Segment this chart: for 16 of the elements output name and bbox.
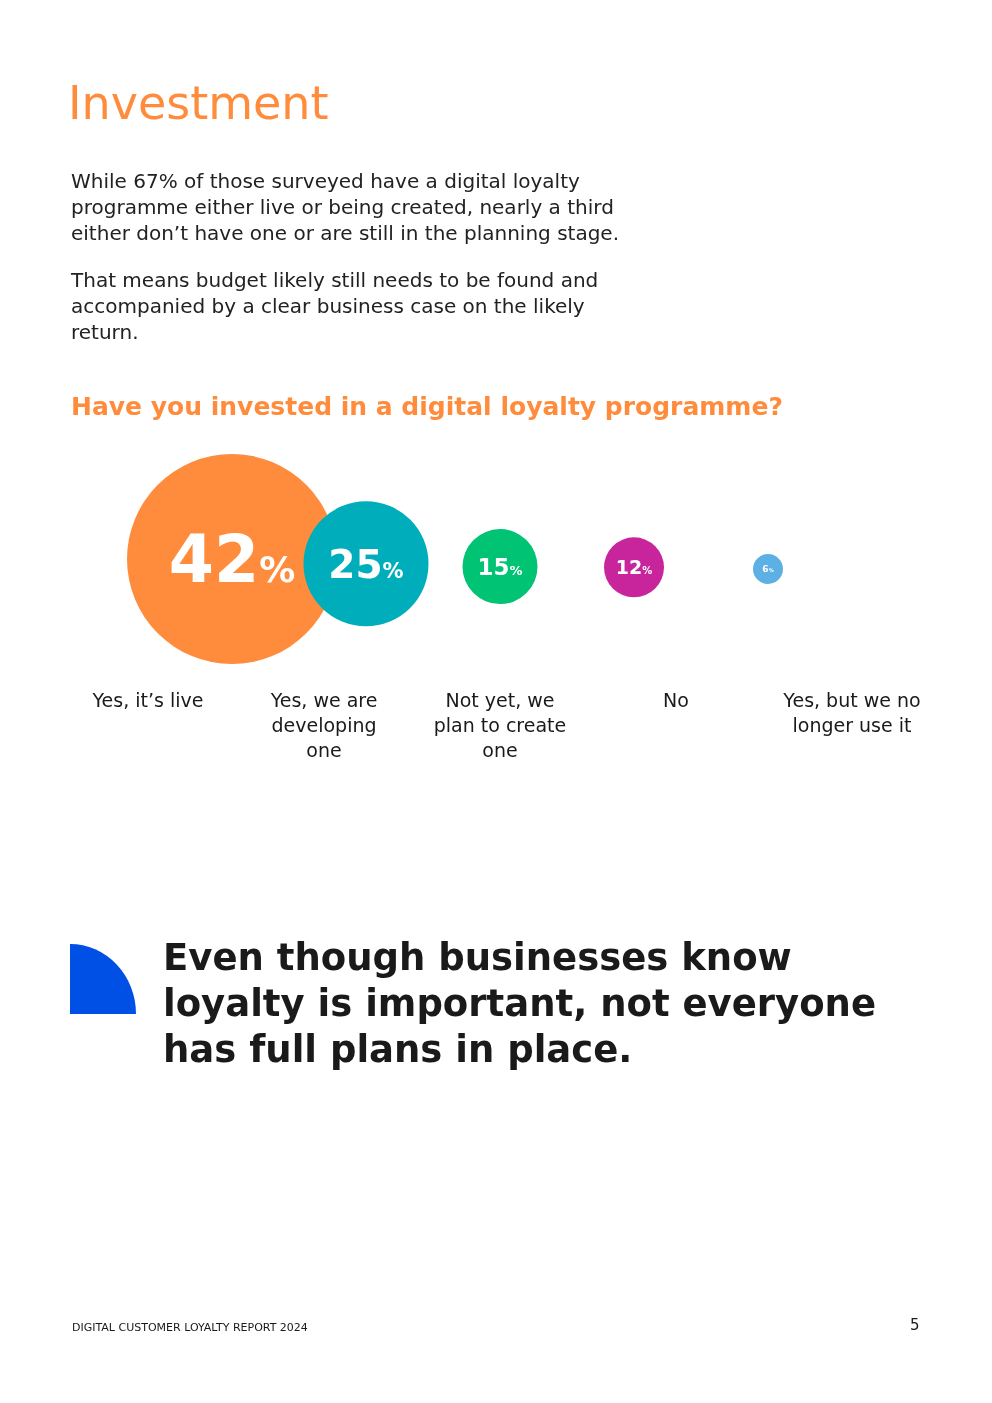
category-label: No (662, 688, 690, 713)
data-label: 42% (168, 522, 296, 598)
text: DIGITAL CUSTOMER LOYALTY REPORT 2024 (72, 1321, 308, 1334)
category-label: Yes, we are developing one (269, 688, 379, 763)
text: That means budget likely still needs to be found and accompanied by a clear business case on the likely return. (71, 267, 600, 345)
category-label: Yes, but we no longer use it (782, 688, 922, 738)
text: Investment (68, 76, 329, 130)
data-label: 25% (328, 541, 404, 587)
category-label: Not yet, we plan to create one (432, 688, 568, 763)
data-label: 12% (615, 555, 653, 578)
text: 5 (910, 1316, 920, 1334)
category-label: Yes, it’s live (91, 688, 205, 713)
text: While 67% of those surveyed have a digital loyalty programme either live or being created, nearly a third either don’t have one or are still in the planning stage. (71, 168, 621, 246)
data-label: 15% (477, 553, 523, 580)
text: Even though businesses know loyalty is important, not everyone has full plans in place. (163, 935, 877, 1073)
text: Have you invested in a digital loyalty programme? (71, 392, 783, 421)
